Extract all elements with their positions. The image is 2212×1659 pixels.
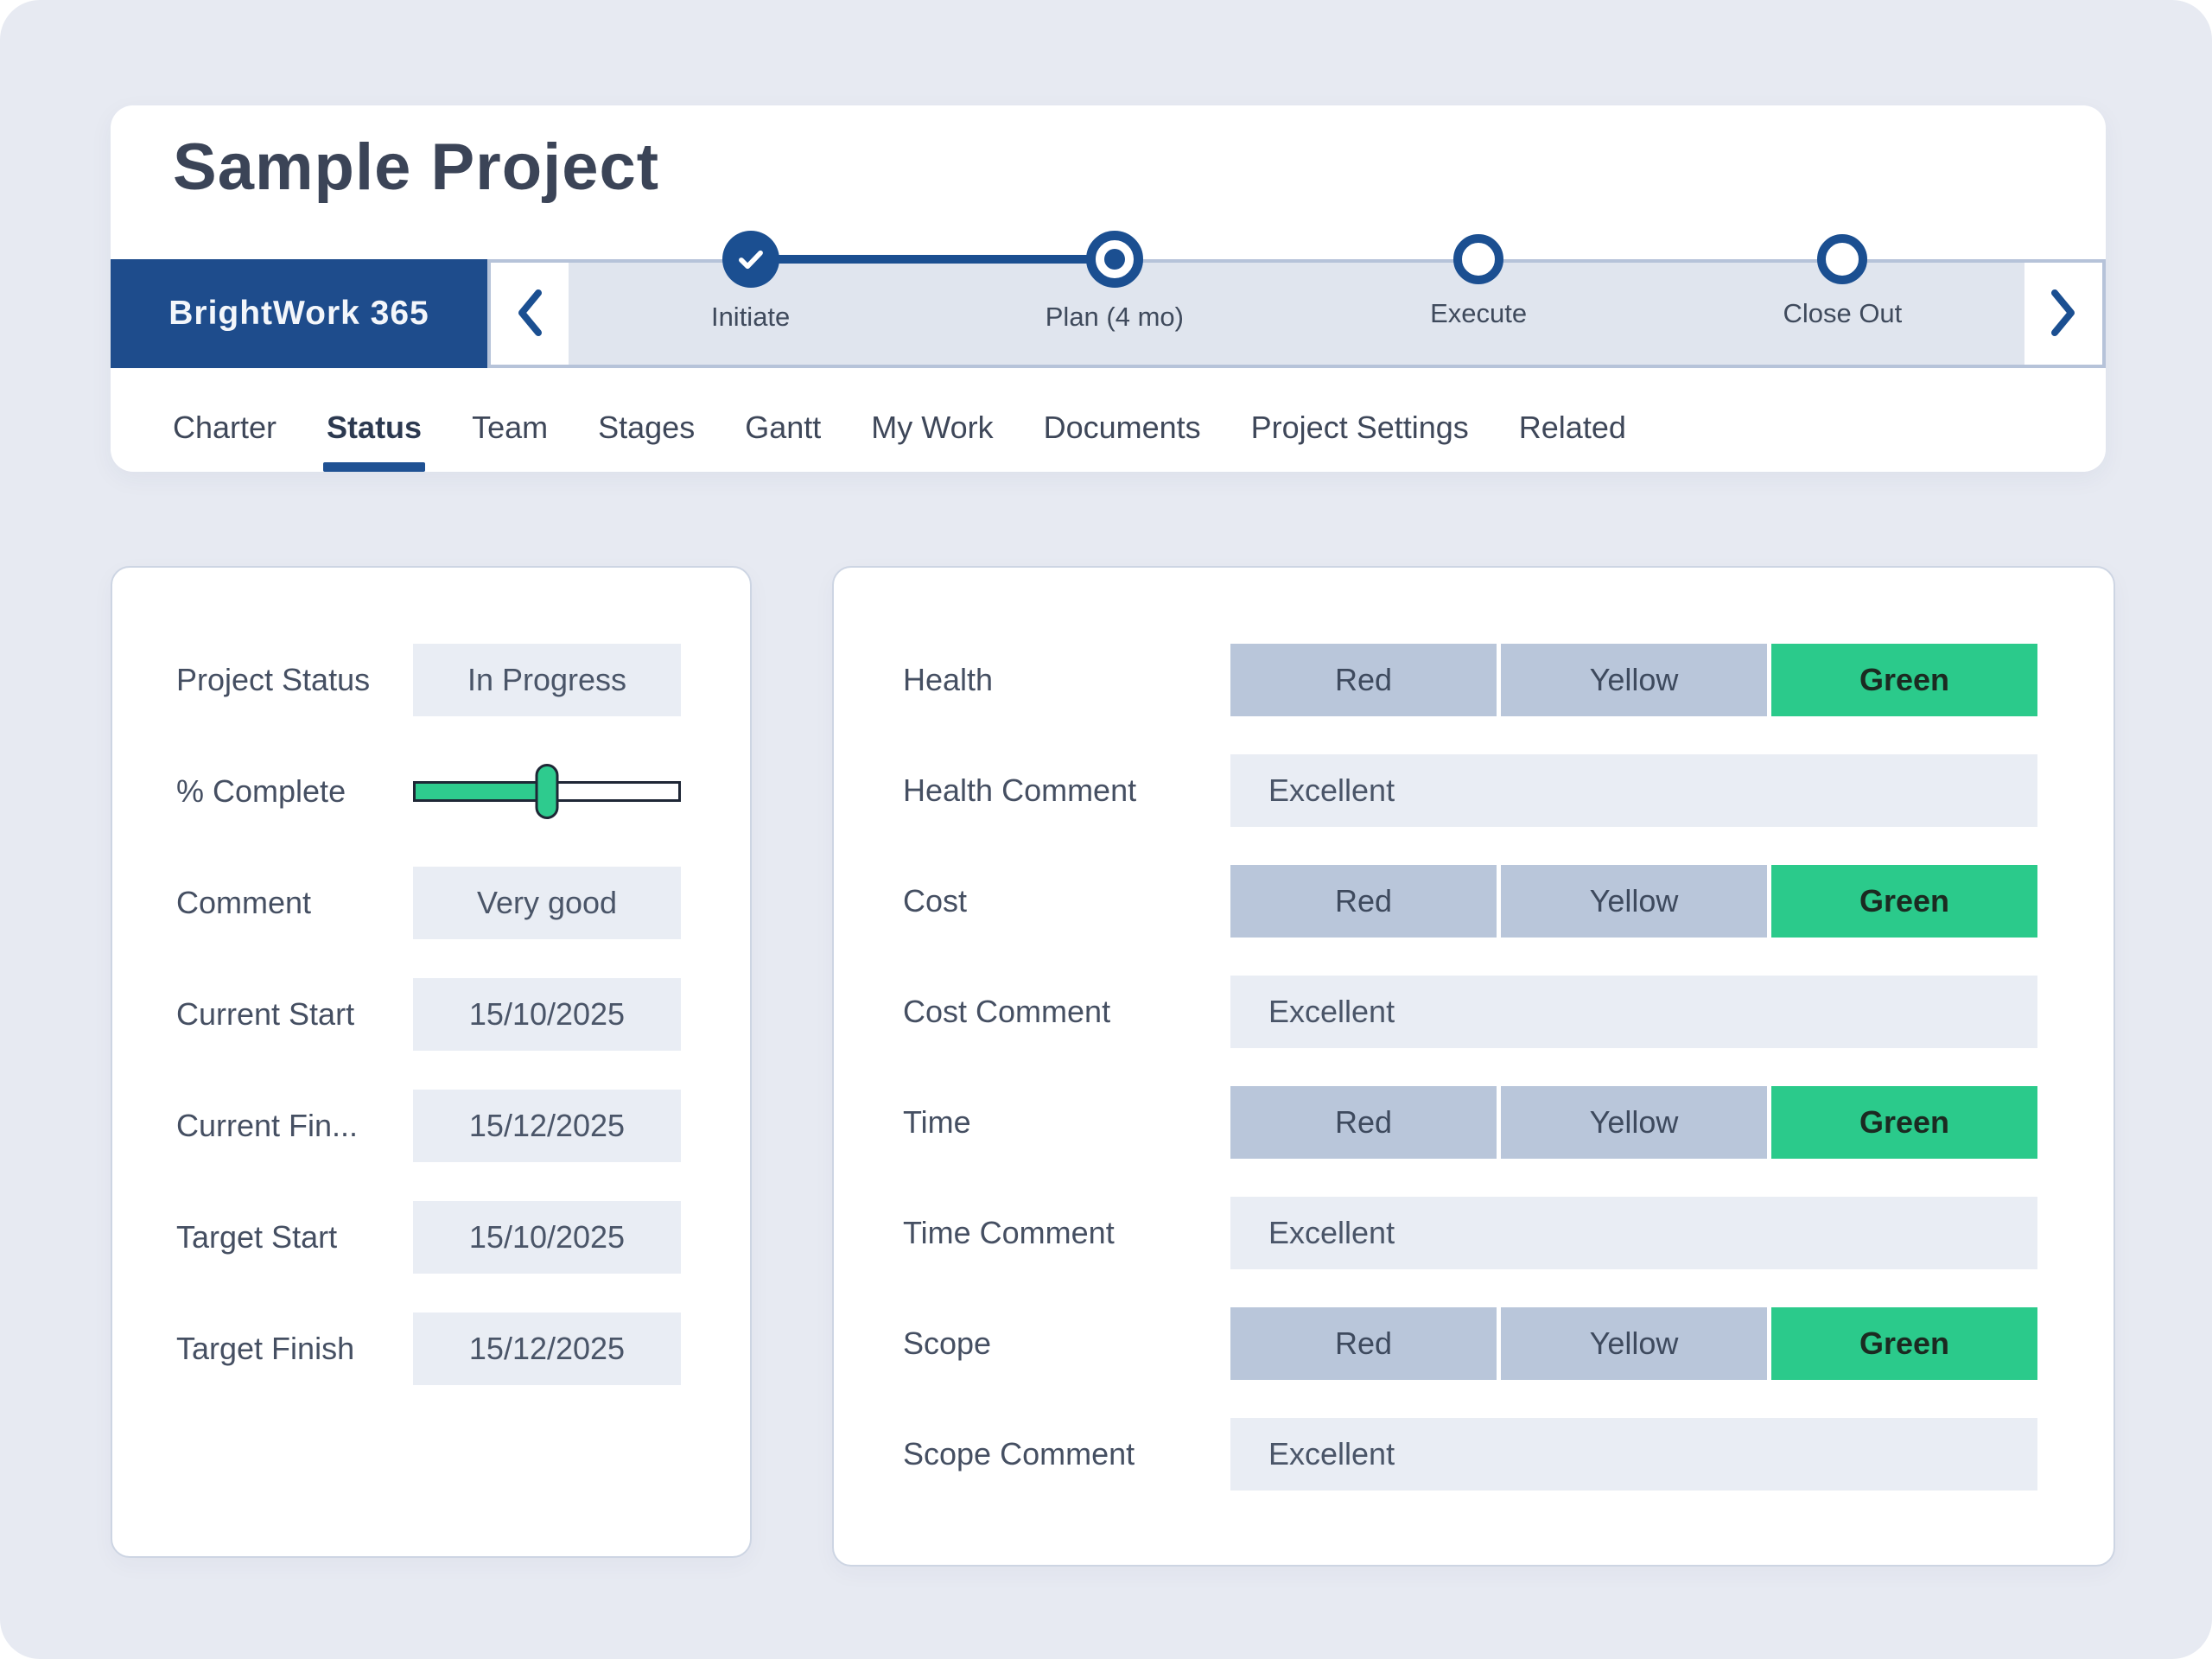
step-completed-icon[interactable] bbox=[721, 231, 779, 288]
percent-complete-slider[interactable] bbox=[413, 755, 681, 828]
brand-badge: BrightWork 365 bbox=[111, 259, 487, 368]
comment-field-cost-comment[interactable]: Excellent bbox=[1230, 976, 2037, 1048]
field-value-project-status[interactable]: In Progress bbox=[413, 644, 681, 716]
metric-label: Health bbox=[903, 662, 994, 697]
stage-step-initiate: Initiate bbox=[569, 231, 932, 365]
rag-option-health-red[interactable]: Red bbox=[1230, 644, 1497, 716]
rag-option-cost-red[interactable]: Red bbox=[1230, 865, 1497, 938]
rag-toggle-group: Red Yellow Green bbox=[1230, 865, 2037, 938]
step-upcoming-icon[interactable] bbox=[1817, 234, 1868, 284]
slider-fill bbox=[416, 784, 547, 799]
metric-row-health-comment: Health Comment Excellent bbox=[903, 754, 2037, 827]
field-label: Current Start bbox=[176, 996, 355, 1032]
metric-label: Scope bbox=[903, 1325, 992, 1361]
metric-label: Time Comment bbox=[903, 1215, 1115, 1250]
metric-label: Health Comment bbox=[903, 772, 1137, 808]
rag-toggle-group: Red Yellow Green bbox=[1230, 1086, 2037, 1159]
field-value-target-start[interactable]: 15/10/2025 bbox=[413, 1201, 681, 1274]
field-value-target-finish[interactable]: 15/12/2025 bbox=[413, 1313, 681, 1385]
rag-option-scope-red[interactable]: Red bbox=[1230, 1307, 1497, 1380]
field-value-current-start[interactable]: 15/10/2025 bbox=[413, 978, 681, 1051]
field-row-target-finish: Target Finish 15/12/2025 bbox=[176, 1313, 681, 1385]
step-label: Initiate bbox=[710, 302, 791, 332]
tab-documents[interactable]: Documents bbox=[1043, 410, 1201, 445]
comment-field-scope-comment[interactable]: Excellent bbox=[1230, 1418, 2037, 1491]
tab-project-settings[interactable]: Project Settings bbox=[1250, 410, 1469, 445]
rag-option-time-green[interactable]: Green bbox=[1771, 1086, 2037, 1159]
rag-toggle-group: Red Yellow Green bbox=[1230, 1307, 2037, 1380]
stage-steps: Initiate Plan (4 mo) Execute Close Out bbox=[569, 231, 2024, 365]
field-label: Comment bbox=[176, 885, 312, 920]
rag-option-time-yellow[interactable]: Yellow bbox=[1501, 1086, 1767, 1159]
tab-related[interactable]: Related bbox=[1518, 410, 1626, 445]
current-step-dot bbox=[1103, 249, 1125, 270]
step-connector-line bbox=[750, 255, 1115, 264]
rag-option-health-green[interactable]: Green bbox=[1771, 644, 2037, 716]
metric-label: Scope Comment bbox=[903, 1436, 1135, 1471]
field-row-project-status: Project Status In Progress bbox=[176, 644, 681, 716]
metric-label: Cost Comment bbox=[903, 994, 1111, 1029]
health-metrics-panel: Health Red Yellow Green Health Comment Excell… bbox=[832, 566, 2115, 1567]
step-label: Plan (4 mo) bbox=[1045, 302, 1184, 332]
tab-gantt[interactable]: Gantt bbox=[745, 410, 822, 445]
field-label: % Complete bbox=[176, 773, 346, 809]
step-current-icon[interactable] bbox=[1085, 231, 1143, 288]
tab-team[interactable]: Team bbox=[472, 410, 549, 445]
field-value-current-fin[interactable]: 15/12/2025 bbox=[413, 1090, 681, 1162]
tab-charter[interactable]: Charter bbox=[173, 410, 277, 445]
tab-status[interactable]: Status bbox=[323, 410, 426, 472]
field-row-current-start: Current Start 15/10/2025 bbox=[176, 978, 681, 1051]
field-row-current-fin: Current Fin... 15/12/2025 bbox=[176, 1090, 681, 1162]
tab-stages[interactable]: Stages bbox=[598, 410, 696, 445]
stage-row: BrightWork 365 Initiate Plan (4 mo) Execut… bbox=[111, 231, 2106, 368]
stage-step-plan-4-mo: Plan (4 mo) bbox=[932, 231, 1296, 365]
metric-row-time-comment: Time Comment Excellent bbox=[903, 1197, 2037, 1269]
stepper-prev-button[interactable] bbox=[491, 263, 569, 365]
chevron-left-icon bbox=[515, 287, 544, 341]
stage-stepper: Initiate Plan (4 mo) Execute Close Out bbox=[487, 231, 2106, 368]
metric-row-scope: Scope Red Yellow Green bbox=[903, 1307, 2037, 1380]
check-icon bbox=[738, 250, 763, 270]
metric-label: Cost bbox=[903, 883, 968, 918]
status-details-panel: Project Status In Progress % Complete Comme… bbox=[111, 566, 752, 1558]
metric-row-scope-comment: Scope Comment Excellent bbox=[903, 1418, 2037, 1491]
rag-option-health-yellow[interactable]: Yellow bbox=[1501, 644, 1767, 716]
field-row-target-start: Target Start 15/10/2025 bbox=[176, 1201, 681, 1274]
slider-thumb[interactable] bbox=[535, 764, 559, 819]
step-label: Close Out bbox=[1783, 298, 1903, 328]
stepper-next-button[interactable] bbox=[2024, 263, 2102, 365]
metric-row-cost: Cost Red Yellow Green bbox=[903, 865, 2037, 938]
rag-option-cost-yellow[interactable]: Yellow bbox=[1501, 865, 1767, 938]
metric-row-health: Health Red Yellow Green bbox=[903, 644, 2037, 716]
field-label: Current Fin... bbox=[176, 1108, 359, 1143]
page-title: Sample Project bbox=[173, 130, 660, 204]
rag-option-cost-green[interactable]: Green bbox=[1771, 865, 2037, 938]
field-label: Project Status bbox=[176, 662, 371, 697]
metric-label: Time bbox=[903, 1104, 971, 1140]
project-header-card: Sample Project BrightWork 365 Initiate Pl… bbox=[111, 105, 2106, 472]
tab-bar: Charter Status Team Stages Gantt My Work Docum… bbox=[173, 410, 1626, 472]
comment-field-time-comment[interactable]: Excellent bbox=[1230, 1197, 2037, 1269]
field-value-comment[interactable]: Very good bbox=[413, 867, 681, 939]
stage-step-close-out: Close Out bbox=[1661, 234, 2024, 365]
rag-toggle-group: Red Yellow Green bbox=[1230, 644, 2037, 716]
metric-row-time: Time Red Yellow Green bbox=[903, 1086, 2037, 1159]
rag-option-time-red[interactable]: Red bbox=[1230, 1086, 1497, 1159]
stage-step-execute: Execute bbox=[1297, 234, 1661, 365]
rag-option-scope-yellow[interactable]: Yellow bbox=[1501, 1307, 1767, 1380]
field-label: Target Start bbox=[176, 1219, 338, 1255]
tab-my-work[interactable]: My Work bbox=[871, 410, 994, 445]
field-row-complete: % Complete bbox=[176, 755, 681, 828]
field-row-comment: Comment Very good bbox=[176, 867, 681, 939]
step-upcoming-icon[interactable] bbox=[1453, 234, 1504, 284]
comment-field-health-comment[interactable]: Excellent bbox=[1230, 754, 2037, 827]
field-label: Target Finish bbox=[176, 1331, 355, 1366]
step-label: Execute bbox=[1430, 298, 1528, 328]
chevron-right-icon bbox=[2049, 287, 2078, 341]
metric-row-cost-comment: Cost Comment Excellent bbox=[903, 976, 2037, 1048]
rag-option-scope-green[interactable]: Green bbox=[1771, 1307, 2037, 1380]
